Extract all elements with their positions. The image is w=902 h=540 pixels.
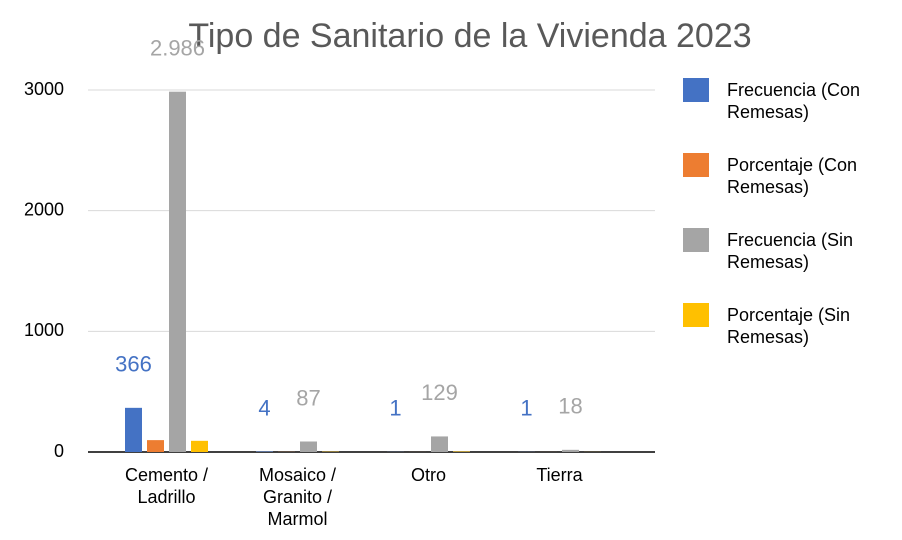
data-label: 4: [258, 395, 270, 420]
data-label: 87: [296, 385, 320, 410]
legend-label: Frecuencia (Sin Remesas): [727, 230, 854, 272]
bar: [300, 441, 317, 452]
x-tick-label: Cemento / Ladrillo: [124, 465, 209, 507]
data-label: 18: [558, 394, 582, 419]
bar: [125, 407, 142, 452]
legend-label: Porcentaje (Con Remesas): [727, 155, 858, 197]
data-label: 1: [520, 396, 532, 421]
legend-swatch: [683, 303, 709, 327]
y-tick-label: 0: [54, 441, 64, 461]
bar: [562, 449, 579, 452]
data-label: 2.986: [150, 36, 205, 61]
y-tick-label: 3000: [24, 79, 64, 99]
legend-swatch: [683, 228, 709, 252]
bar: [431, 436, 448, 452]
x-tick-label: Mosaico / Granito / Marmol: [258, 465, 337, 529]
chart-title: Tipo de Sanitario de la Vivienda 2023: [188, 17, 751, 55]
data-label: 1: [389, 396, 401, 421]
legend-label: Frecuencia (Con Remesas): [727, 80, 861, 122]
bar: [169, 91, 186, 452]
bar: [191, 440, 208, 452]
y-tick-label: 2000: [24, 199, 64, 219]
bar: [147, 440, 164, 452]
data-label: 129: [421, 380, 458, 405]
x-tick-label: Tierra: [536, 465, 583, 485]
legend-label: Porcentaje (Sin Remesas): [727, 305, 851, 347]
y-tick-label: 1000: [24, 320, 64, 340]
x-tick-label: Otro: [410, 465, 446, 485]
legend-swatch: [683, 153, 709, 177]
legend-swatch: [683, 78, 709, 102]
data-label: 366: [115, 352, 152, 377]
